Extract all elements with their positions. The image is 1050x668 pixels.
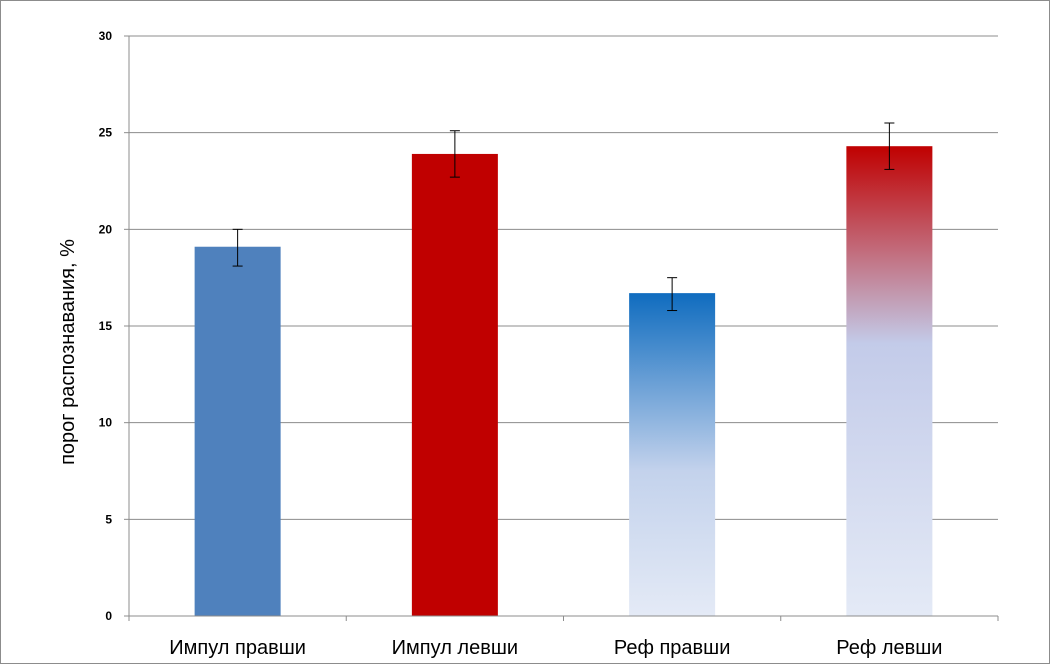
y-axis-title: порог распознавания, % [57,239,79,465]
y-tick-label: 10 [99,416,113,430]
y-tick-label: 30 [99,29,113,43]
labels: 0 5 10 15 20 25 30 Импул правши Импул левши Реф п… [99,29,943,659]
axes [124,35,999,621]
bar-impulse-right [194,246,281,616]
bar-impulse-left [411,153,498,616]
y-tick-label: 5 [105,512,112,526]
x-category-label: Импул правши [169,637,306,659]
y-tick-label: 15 [99,319,113,333]
bar-ref-right [629,293,716,616]
x-category-label: Реф правши [614,637,731,659]
y-tick-label: 0 [105,609,112,623]
y-tick-label: 25 [99,126,113,140]
y-tick-label: 20 [99,222,113,236]
error-bars [232,122,895,312]
bars [194,146,933,616]
x-category-label: Реф левши [836,637,942,659]
bar-ref-left [846,146,933,616]
x-category-label: Импул левши [392,637,518,659]
